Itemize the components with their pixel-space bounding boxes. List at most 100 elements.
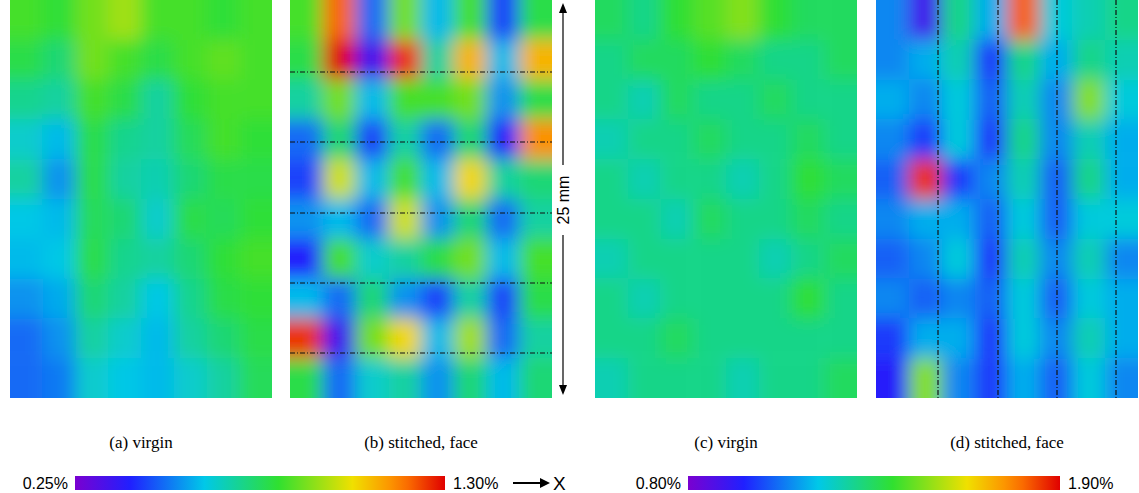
cell (239, 199, 272, 239)
cell (693, 199, 726, 239)
cell (824, 199, 857, 239)
cell (1040, 239, 1073, 279)
cell (487, 119, 520, 159)
cell (661, 40, 694, 80)
cell (421, 279, 454, 319)
cell (239, 0, 272, 40)
cell (595, 159, 628, 199)
cell (76, 80, 109, 120)
cell (388, 358, 421, 398)
colorbar-tick (688, 476, 689, 490)
colorbar (688, 476, 1060, 490)
cell (239, 318, 272, 358)
cell (661, 279, 694, 319)
strain-map (876, 0, 1138, 398)
scale-label: 25 mm (555, 176, 572, 225)
cell (726, 0, 759, 40)
cell (141, 199, 174, 239)
stitch-line (290, 141, 552, 142)
cell (909, 318, 942, 358)
strain-map (10, 0, 272, 398)
cell (76, 279, 109, 319)
cell (974, 199, 1007, 239)
strain-map (290, 0, 552, 398)
cell (1007, 80, 1040, 120)
cell (1007, 0, 1040, 40)
cell (421, 239, 454, 279)
stitch-line (1115, 0, 1116, 398)
cell (759, 199, 792, 239)
colorbar-tick (445, 476, 446, 490)
cell (876, 239, 909, 279)
cell (323, 279, 356, 319)
cell (323, 80, 356, 120)
colorbar-label: 0.80% (636, 475, 681, 492)
cell (356, 199, 389, 239)
cell (43, 80, 76, 120)
cell (43, 119, 76, 159)
cell (1040, 318, 1073, 358)
cell (661, 358, 694, 398)
cell (1105, 199, 1138, 239)
cell (1105, 119, 1138, 159)
cell (356, 80, 389, 120)
cell (909, 159, 942, 199)
cell (726, 199, 759, 239)
cell (207, 119, 240, 159)
cell (595, 318, 628, 358)
cell (421, 199, 454, 239)
cell (43, 279, 76, 319)
cell (876, 199, 909, 239)
cell (108, 358, 141, 398)
cell (693, 318, 726, 358)
cell (388, 239, 421, 279)
scale-arrow (559, 385, 567, 395)
cell (487, 40, 520, 80)
colorbar-label: 1.30% (453, 475, 498, 492)
cell (108, 80, 141, 120)
cell (454, 40, 487, 80)
cell (239, 159, 272, 199)
cell (1105, 239, 1138, 279)
cell (108, 0, 141, 40)
cell (454, 199, 487, 239)
cell (356, 358, 389, 398)
cell (487, 358, 520, 398)
cell (519, 80, 552, 120)
cell (942, 159, 975, 199)
cell (141, 279, 174, 319)
cell (759, 159, 792, 199)
cell (726, 40, 759, 80)
cell (693, 80, 726, 120)
cell (174, 40, 207, 80)
cell (10, 0, 43, 40)
cell (290, 199, 323, 239)
cell (174, 239, 207, 279)
cell (174, 358, 207, 398)
stitch-line (1056, 0, 1057, 398)
cell (876, 119, 909, 159)
cell (595, 80, 628, 120)
panel-caption: (c) virgin (694, 433, 758, 452)
cell (628, 40, 661, 80)
cell (974, 0, 1007, 40)
cell (726, 358, 759, 398)
cell (824, 318, 857, 358)
cell (759, 80, 792, 120)
cell (10, 199, 43, 239)
cell (76, 119, 109, 159)
cell (1105, 0, 1138, 40)
cell (519, 159, 552, 199)
cell (974, 40, 1007, 80)
cell (942, 80, 975, 120)
cell (141, 239, 174, 279)
cell (108, 199, 141, 239)
stitch-line (290, 282, 552, 283)
cell (1007, 239, 1040, 279)
cell (10, 80, 43, 120)
cell (824, 119, 857, 159)
cell (759, 0, 792, 40)
cell (628, 279, 661, 319)
cell (43, 40, 76, 80)
cell (595, 239, 628, 279)
